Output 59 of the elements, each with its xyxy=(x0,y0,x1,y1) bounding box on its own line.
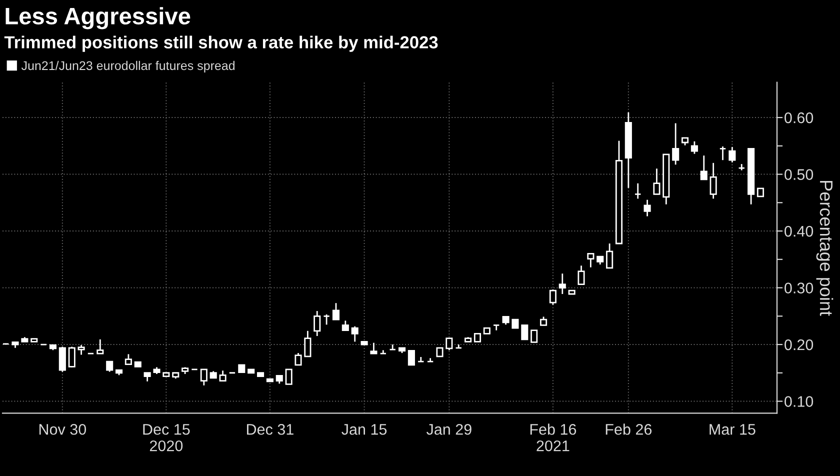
candlestick xyxy=(380,349,387,354)
x-tick-label: Dec 15 2020 xyxy=(143,424,190,452)
y-tick-label: 0.20 xyxy=(784,339,814,350)
candlestick xyxy=(314,310,321,337)
x-tick-label: Dec 31 xyxy=(247,424,294,435)
candlestick xyxy=(408,350,415,366)
candlestick xyxy=(653,168,660,195)
candlestick xyxy=(719,146,726,161)
candlestick xyxy=(578,264,585,286)
candlestick xyxy=(426,357,434,362)
candlestick xyxy=(417,356,424,362)
candlestick xyxy=(219,370,226,382)
candlestick xyxy=(728,146,736,164)
x-tick-label: Mar 15 xyxy=(710,424,756,435)
candlestick xyxy=(200,368,208,386)
candlestick xyxy=(549,288,556,306)
candlestick xyxy=(700,154,708,180)
candlestick xyxy=(332,302,340,320)
chart-subtitle: Trimmed positions still show a rate hike by mid-2023 xyxy=(4,36,438,52)
y-tick-label: 0.50 xyxy=(784,169,814,180)
y-tick-label: 0.10 xyxy=(784,396,814,407)
y-tick-label: 0.40 xyxy=(784,226,814,237)
candlestick xyxy=(606,242,614,269)
candlestick xyxy=(323,314,330,326)
candlestick xyxy=(710,162,717,200)
candlestick xyxy=(634,182,642,200)
x-tick-label: Jan 15 xyxy=(342,424,387,435)
candlestick xyxy=(351,326,358,342)
candlestick xyxy=(672,122,680,166)
candlestick xyxy=(304,330,312,358)
candlestick xyxy=(530,330,538,343)
x-tick-label: Feb 26 xyxy=(606,424,652,435)
candlestick xyxy=(124,353,132,366)
legend-label: Jun21/Jun23 eurodollar futures spread xyxy=(21,60,234,73)
candlestick xyxy=(738,163,746,171)
candlestick xyxy=(294,352,302,366)
candlestick xyxy=(690,140,698,155)
candlestick xyxy=(521,324,528,340)
candlestick xyxy=(389,344,396,350)
candlestick xyxy=(78,344,85,356)
candlestick xyxy=(285,368,292,385)
candlestick xyxy=(587,253,594,268)
x-tick-label: Jan 29 xyxy=(426,424,472,435)
candlestick xyxy=(446,338,453,351)
chart-title: Less Aggressive xyxy=(6,7,190,30)
y-tick-label: 0.30 xyxy=(784,282,814,294)
x-tick-label: Nov 30 xyxy=(39,424,86,435)
candlestick xyxy=(96,338,104,354)
candlestick xyxy=(68,346,76,368)
candlestick xyxy=(106,360,114,372)
y-tick-label: 0.60 xyxy=(784,112,814,124)
candlestick xyxy=(644,199,651,217)
y-axis-title: Percentage point xyxy=(816,180,834,316)
candlestick xyxy=(58,346,66,372)
candlestick xyxy=(558,272,566,295)
candlestick xyxy=(370,342,378,354)
x-tick-label: Feb 16 2021 xyxy=(530,424,576,452)
candlestick xyxy=(342,320,349,332)
candlestick xyxy=(492,324,500,332)
